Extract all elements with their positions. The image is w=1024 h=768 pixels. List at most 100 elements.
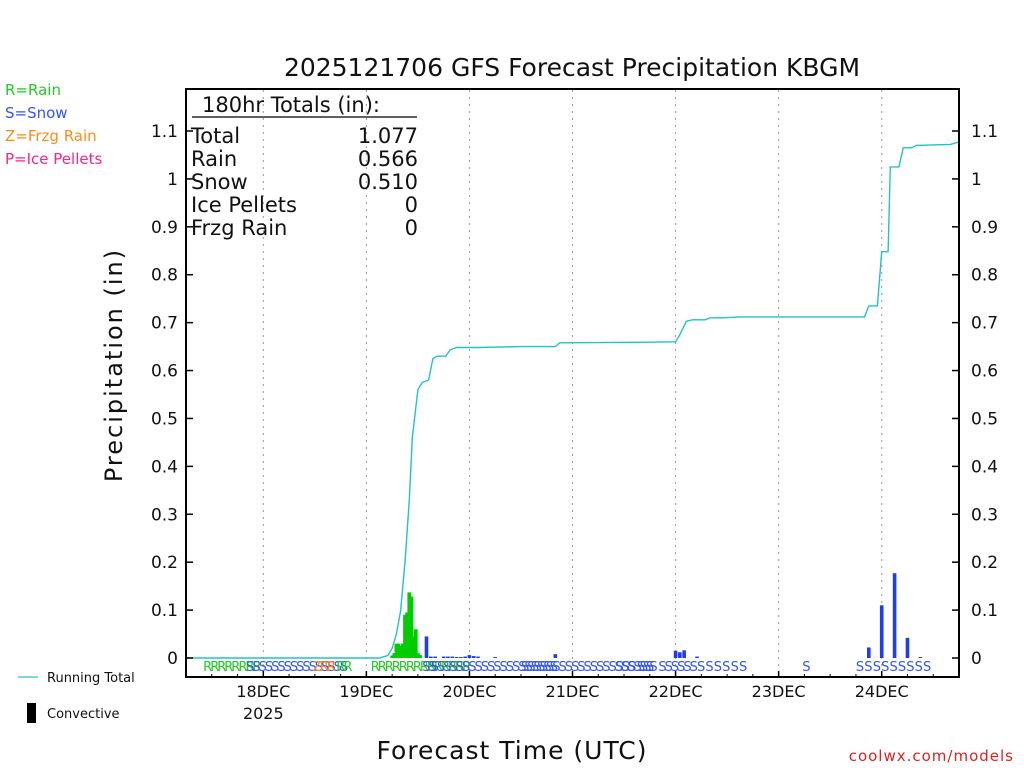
rain-bar (409, 596, 414, 658)
ptype-label: SS (422, 660, 436, 675)
y-tick-label-right: 0.8 (971, 266, 998, 286)
totals-label-ice-pellets: Ice Pellets (191, 193, 297, 217)
y-tick-label-right: 0.5 (971, 409, 998, 429)
y-tick-label-right: 0.7 (971, 314, 998, 334)
x-tick-year-label: 2025 (243, 704, 284, 723)
credit-text: coolwx.com/models (849, 747, 1014, 765)
convective-legend-label: Convective (47, 707, 120, 722)
snow-bar (678, 652, 682, 658)
y-tick-label-right: 1 (971, 170, 982, 190)
snow-bar (428, 656, 433, 658)
rain-bar (394, 643, 399, 658)
y-tick-label-right: 0.9 (971, 218, 998, 238)
totals-value-frzg-rain: 0 (405, 216, 418, 240)
rain-bar (398, 646, 403, 658)
x-tick-label: 21DEC (546, 682, 600, 701)
ptype-label: SSSSSS (658, 660, 697, 675)
y-tick-label-left: 0.8 (151, 266, 178, 286)
y-tick-label-left: 0.6 (151, 362, 178, 382)
y-tick-label-left: 0.7 (151, 314, 178, 334)
y-tick-label-right: 0.4 (971, 457, 998, 477)
snow-bar (454, 657, 459, 658)
legend-snow: S=Snow (5, 104, 68, 122)
rain-bar (403, 614, 407, 658)
snow-bar (867, 647, 871, 658)
snow-bar (467, 655, 472, 658)
totals-label-snow: Snow (191, 170, 248, 194)
x-tick-label: 19DEC (339, 682, 393, 701)
rain-bar (390, 655, 395, 658)
ptype-label: RRRRRRRR (203, 660, 261, 675)
y-tick-label-right: 0.3 (971, 505, 998, 525)
y-tick-label-left: 1 (167, 170, 178, 190)
running-total-polyline (186, 141, 960, 659)
snow-bar (682, 650, 686, 658)
legend-ice-pellets: P=Ice Pellets (5, 150, 102, 168)
running-total-legend-label: Running Total (47, 671, 135, 686)
y-tick-label-left: 0.4 (151, 457, 178, 477)
ptype-label: SSSSSSSSSSSSSSSSSSSS (431, 660, 558, 675)
y-tick-label-left: 0.5 (151, 409, 178, 429)
snow-bar (424, 636, 429, 658)
snow-bar (905, 637, 910, 658)
snow-bar (879, 605, 884, 658)
legend-frzg-rain: Z=Frzg Rain (5, 127, 97, 145)
rain-bar (392, 653, 397, 658)
totals-value-total: 1.077 (358, 124, 418, 148)
running-total-line (186, 141, 960, 659)
y-tick-label-left: 0.3 (151, 505, 178, 525)
x-tick-label: 24DEC (855, 682, 909, 701)
totals-label-total: Total (190, 124, 240, 148)
snow-bar (553, 654, 558, 658)
y-tick-label-right: 0.2 (971, 553, 998, 573)
x-tick-label: 18DEC (236, 682, 290, 701)
y-tick-label-left: 0.2 (151, 553, 178, 573)
plot-frame (185, 88, 960, 678)
snow-bar (459, 657, 463, 658)
totals-value-snow: 0.510 (358, 170, 418, 194)
y-tick-label-right: 0 (971, 649, 982, 669)
ptype-label: S (802, 660, 810, 675)
snow-bar (493, 657, 497, 658)
convective-legend-swatch (27, 703, 36, 723)
snow-bar (463, 656, 467, 658)
rain-bar (418, 655, 422, 658)
totals-label-rain: Rain (191, 147, 237, 171)
y-axis-title: Precipitation (in) (100, 248, 128, 482)
snow-bar (433, 656, 437, 658)
x-tick-label: 23DEC (752, 682, 806, 701)
snow-bar (471, 656, 476, 658)
y-axis-ticks: 0 00.1 0.10.2 0.20.3 0.30.4 0.40.5 0.50.6 0.60.… (151, 122, 998, 669)
y-tick-label-right: 0.6 (971, 362, 998, 382)
snow-bar (695, 656, 699, 658)
totals-box: 180hr Totals (in): Total 1.077 Rain 0.56… (190, 93, 418, 240)
x-axis-title: Forecast Time (UTC) (377, 736, 648, 765)
precip-bars (390, 573, 923, 658)
y-tick-label-left: 0.9 (151, 218, 178, 238)
x-tick-label: 20DEC (442, 682, 496, 701)
snow-bar (441, 656, 446, 658)
rain-bar (400, 643, 405, 658)
ptype-label: SSSSSSSSSSSSSSSS (246, 660, 348, 675)
y-tick-label-left: 1.1 (151, 122, 178, 142)
y-tick-label-left: 0 (167, 649, 178, 669)
legend-rain: R=Rain (5, 81, 61, 99)
y-tick-label-right: 0.1 (971, 601, 998, 621)
totals-header: 180hr Totals (in): (202, 93, 380, 117)
snow-bar (673, 650, 678, 658)
date-gridlines (262, 90, 883, 676)
snow-bar (918, 657, 923, 658)
snow-bar (450, 656, 455, 658)
totals-value-ice-pellets: 0 (405, 193, 418, 217)
snow-bar (892, 573, 897, 658)
ptype-label: SSS (637, 660, 658, 675)
x-tick-label: 22DEC (649, 682, 703, 701)
ptype-label: S S S S S S S S S (856, 660, 931, 675)
ptype-label: SSSSSSSSSSSSSSSSSSSSS (521, 660, 654, 675)
chart-title: 2025121706 GFS Forecast Precipitation KB… (284, 53, 860, 82)
y-tick-label-right: 1.1 (971, 122, 998, 142)
totals-value-rain: 0.566 (358, 147, 418, 171)
ptype-label: SSS (615, 660, 636, 675)
